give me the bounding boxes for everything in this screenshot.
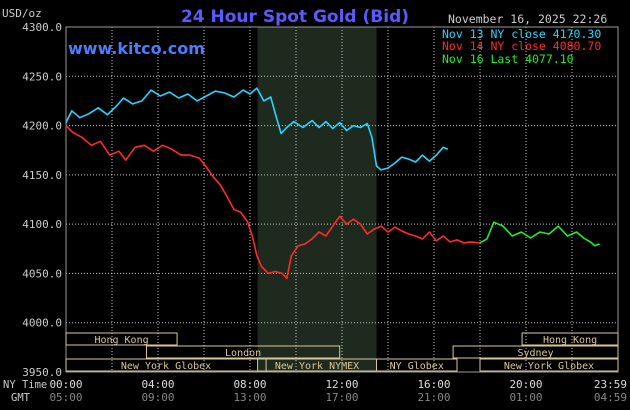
series-line (65, 87, 449, 171)
y-tick-label: 4100.0 (22, 218, 62, 231)
session-label: New York Globex (504, 361, 594, 372)
unit-label: USD/oz (2, 7, 42, 20)
ny-time-label: NY Time (3, 379, 47, 391)
x-tick-label-ny: 20:00 (509, 378, 542, 391)
x-tick-label-ny: 00:00 (49, 378, 82, 391)
x-tick-label-gmt: 05:00 (49, 391, 82, 404)
series-line (65, 125, 481, 280)
y-tick-label: 4200.0 (22, 120, 62, 133)
x-tick-label-gmt: 09:00 (141, 391, 174, 404)
session-bar (65, 332, 178, 346)
session-label: London (225, 348, 261, 359)
price-series (65, 87, 600, 280)
session-label: NY Globex (390, 361, 444, 372)
y-tick-label: 4050.0 (22, 267, 62, 280)
site-logo: www.kitco.com (68, 39, 205, 58)
session-bar (146, 345, 341, 359)
y-tick-label: 4000.0 (22, 317, 62, 330)
legend: Nov 13 NY close 4170.30 Nov 14 NY close … (442, 27, 601, 66)
x-tick-label-gmt: 04:59 (594, 391, 627, 404)
session-bar (452, 345, 619, 359)
x-tick-label-ny: 04:00 (141, 378, 174, 391)
nymex-session-shade (257, 27, 377, 372)
y-tick-label: 4150.0 (22, 169, 62, 182)
x-tick-label-gmt: 01:00 (509, 391, 542, 404)
x-tick-label-gmt: 21:00 (417, 391, 450, 404)
x-tick-label-ny: 08:00 (233, 378, 266, 391)
series-line (479, 221, 600, 247)
session-label: New York NYMEX (275, 361, 359, 372)
session-label: New York Globex (121, 361, 211, 372)
gmt-label: GMT (11, 392, 31, 404)
session-label: Hong Kong (543, 335, 597, 346)
plot-border (65, 26, 619, 373)
session-bar (376, 358, 458, 372)
y-tick-labels: 4300.0 4250.0 4200.0 4150.0 4100.0 4050.0 4000… (22, 21, 62, 379)
session-label: Hong Kong (94, 335, 148, 346)
session-label: Sydney (517, 348, 553, 359)
y-tick-label: 4300.0 (22, 21, 62, 34)
y-tick-label: 3950.0 (22, 366, 62, 379)
session-bar (65, 358, 267, 372)
legend-item: Nov 13 NY close 4170.30 (442, 27, 601, 41)
x-tick-label-gmt: 13:00 (233, 391, 266, 404)
x-tick-label-ny: 23:59 (594, 378, 627, 391)
x-tick-label-gmt: 17:00 (325, 391, 358, 404)
timestamp: November 16, 2025 22:26 (448, 12, 607, 26)
trading-sessions: Hong Kong London New York Globex New York N… (65, 332, 619, 372)
session-bar (521, 332, 619, 346)
legend-item: Nov 14 NY close 4080.70 (442, 39, 601, 53)
session-bar (479, 358, 619, 372)
x-tick-label-ny: 12:00 (325, 378, 358, 391)
chart-title: 24 Hour Spot Gold (Bid) (181, 7, 409, 27)
y-tick-label: 4250.0 (22, 70, 62, 83)
x-tick-label-ny: 16:00 (417, 378, 450, 391)
legend-item: Nov 16 Last 4077.10 (442, 52, 574, 66)
